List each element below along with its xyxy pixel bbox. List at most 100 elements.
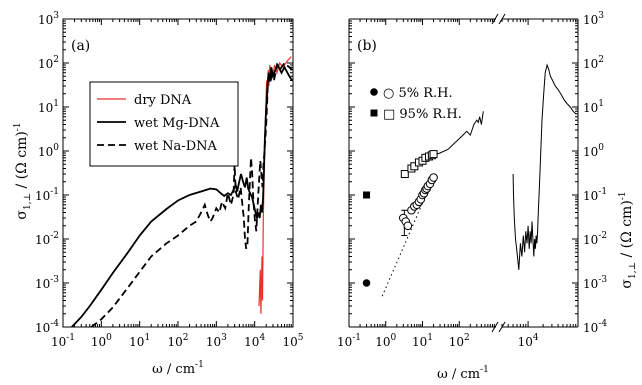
panel-b-y-tick-label-exp: -2	[598, 231, 607, 241]
panel-b-y-tick-label: 10-1	[583, 187, 607, 203]
panel-a-x-tick-label-base: 10	[244, 335, 259, 349]
panel-b-x-tick-label: 101	[412, 333, 433, 349]
open-circle-point	[429, 173, 438, 182]
panel-b-x-tick-label: 100	[375, 333, 396, 349]
panel-a-x-tick-label-base: 10	[51, 335, 66, 349]
panel-a-x-tick-label-exp: 4	[259, 333, 265, 343]
axis-break-mark	[498, 13, 506, 25]
axis-break-mark	[491, 321, 499, 333]
legend-marker-filled-square	[370, 109, 378, 117]
panel-b-x-tick-label-base: 10	[412, 335, 427, 349]
panel-b-y-tick-label: 100	[583, 143, 604, 159]
panel-a-y-tick-label: 10-3	[35, 275, 59, 291]
panel-a-y-tick-label-base: 10	[38, 145, 53, 159]
x-axis-label-sup: -1	[195, 360, 204, 370]
axis-break-mark	[498, 321, 506, 333]
panel-a-x-tick-label-base: 10	[129, 335, 144, 349]
panel-a-y-tick-label: 101	[38, 99, 59, 115]
panel-a-y-tick-label-base: 10	[35, 189, 50, 203]
panel-b-y-tick-label-base: 10	[583, 13, 598, 27]
high-frequency-spectrum-line	[512, 63, 577, 270]
legend-label: wet Na-DNA	[134, 139, 217, 154]
y-axis-label-unit: / (Ω cm)	[14, 131, 30, 193]
panel-a-y-tick-label-base: 10	[38, 57, 53, 71]
panel-b-x-tick-label-exp: -1	[352, 333, 361, 343]
panel-a-x-tick-label-exp: 3	[221, 333, 227, 343]
panel-a-x-tick-label-base: 10	[167, 335, 182, 349]
panel-a-x-tick-label-base: 10	[282, 335, 297, 349]
panel-a-x-tick-label: 104	[244, 333, 265, 349]
panel-a-y-tick-label-base: 10	[38, 13, 53, 27]
panel-b-y-tick-label-base: 10	[583, 145, 598, 159]
panel-b-x-tick-label-base: 10	[518, 335, 533, 349]
panel-b-x-tick-label-exp: 2	[464, 333, 470, 343]
low-frequency-spectrum-line	[433, 111, 484, 156]
axis-break-mark	[491, 13, 499, 25]
legend-label-5-percent: ○ 5% R.H.	[383, 86, 453, 101]
x-axis-label-text: ω / cm	[437, 367, 480, 382]
panel-a-y-tick-label-base: 10	[35, 277, 50, 291]
panel-b-x-tick-label-exp: 1	[427, 333, 433, 343]
panel-b-label: (b)	[357, 38, 377, 54]
panel-b-y-tick-label-exp: -3	[598, 275, 607, 285]
panel-b-x-tick-label-exp: 0	[391, 333, 397, 343]
panel-a-y-tick-label-base: 10	[35, 321, 50, 335]
panel-a-x-tick-label: 100	[91, 333, 112, 349]
panel-a-x-tick-label: 102	[167, 333, 188, 349]
panel-a-y-tick-label: 10-4	[35, 319, 59, 335]
panel-a-y-tick-label-exp: -1	[50, 187, 59, 197]
panel-b-y-tick-label-base: 10	[583, 321, 598, 335]
legend-label: wet Mg-DNA	[134, 116, 220, 131]
panel-a-y-tick-label: 102	[38, 55, 59, 71]
panel-a-x-tick-label: 101	[129, 333, 150, 349]
panel-b-x-tick-label: 102	[449, 333, 470, 349]
panel-b-x-axis-label: ω / cm-1	[437, 365, 489, 382]
panel-a-series-group	[71, 56, 293, 327]
series-line-wet-na-dna	[90, 61, 293, 327]
panel-a-x-tick-label-exp: -1	[66, 333, 75, 343]
panel-a-y-tick-label-exp: 3	[53, 11, 59, 21]
panel-a-x-tick-label-exp: 0	[106, 333, 112, 343]
filled-circle-point	[362, 279, 371, 287]
y-axis-label-sup: -1	[13, 122, 23, 131]
panel-b-y-tick-label: 10-4	[583, 319, 607, 335]
open-square-point	[429, 150, 438, 159]
x-axis-label-text: ω / cm	[152, 362, 195, 377]
panel-a-x-tick-label-exp: 2	[183, 333, 189, 343]
panel-b-x-tick-label-base: 10	[375, 335, 390, 349]
panel-a-label: (a)	[71, 38, 90, 54]
panel-a-y-tick-label-exp: -2	[50, 231, 59, 241]
y-axis-label-symbol: σ	[14, 210, 30, 220]
panel-b-x-tick-label-base: 10	[449, 335, 464, 349]
panel-b-y-tick-label-exp: 2	[598, 55, 604, 65]
open-square-point	[400, 170, 409, 179]
panel-b-y-tick-label: 103	[583, 11, 604, 27]
panel-b-y-tick-label: 102	[583, 55, 604, 71]
panel-b-y-tick-label-base: 10	[583, 57, 598, 71]
panel-a-x-tick-label-exp: 1	[144, 333, 150, 343]
panel-a-x-tick-label: 105	[282, 333, 303, 349]
panel-a-y-tick-label-exp: 0	[53, 143, 59, 153]
panel-b-y-axis-label: σ1,⊥ / (Ω cm)-1	[618, 191, 638, 288]
filled-square-point	[363, 191, 371, 199]
panel-b-y-tick-label-exp: 3	[598, 11, 604, 21]
panel-b-y-tick-label-base: 10	[583, 189, 598, 203]
y-axis-label-sub: 1,⊥	[628, 262, 638, 279]
panel-b-y-tick-label: 10-2	[583, 231, 607, 247]
panel-b-x-tick-label-exp: 4	[533, 333, 539, 343]
panel-a-x-tick-label-base: 10	[206, 335, 221, 349]
y-axis-label-sub: 1,⊥	[23, 193, 33, 210]
panel-a-x-tick-label: 103	[206, 333, 227, 349]
panel-a-legend-box	[89, 81, 239, 167]
panel-b-y-tick-label-exp: 1	[598, 99, 604, 109]
panel-a-y-tick-label-base: 10	[35, 233, 50, 247]
panel-b-y-tick-label-base: 10	[583, 101, 598, 115]
panel-b-x-tick-label: 104	[518, 333, 539, 349]
panel-b-y-tick-label-base: 10	[583, 233, 598, 247]
open-circle-point	[403, 221, 413, 231]
panel-a-x-tick-label-base: 10	[91, 335, 106, 349]
panel-a-y-tick-label-base: 10	[38, 101, 53, 115]
panel-a-frame	[62, 18, 294, 328]
panel-b-y-tick-label-exp: -4	[598, 319, 607, 329]
